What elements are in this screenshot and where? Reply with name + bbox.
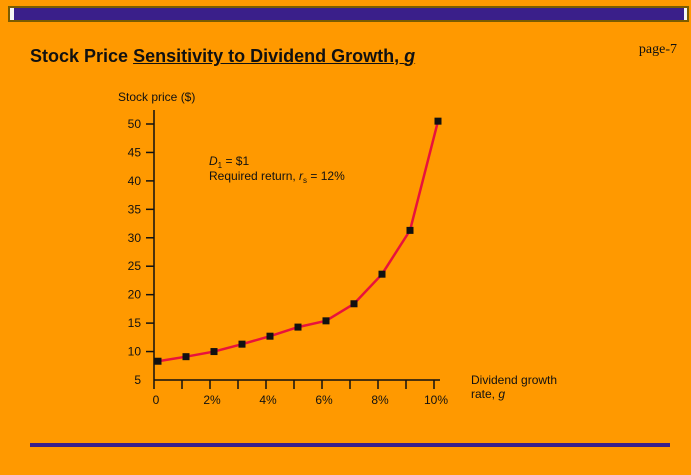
x-tick-label: 10% xyxy=(424,393,448,407)
data-point-marker xyxy=(350,300,358,308)
slide-title: Stock Price Sensitivity to Dividend Grow… xyxy=(30,46,415,67)
page-number: page-7 xyxy=(638,42,677,57)
y-tick-label: 35 xyxy=(128,202,142,216)
x-tick-label: 6% xyxy=(315,393,333,407)
data-point-marker xyxy=(406,226,414,234)
y-tick-label: 10 xyxy=(128,345,142,359)
y-tick-label: 20 xyxy=(128,288,142,302)
x-ticks: 0 2% 4% 6% 8% 10% xyxy=(153,380,448,407)
top-accent-bar xyxy=(14,8,684,20)
data-point-marker xyxy=(294,323,302,331)
bottom-accent-rule xyxy=(30,443,670,447)
title-underlined: Sensitivity to Dividend Growth, g xyxy=(133,46,415,66)
y-axis-title: Stock price ($) xyxy=(118,90,195,104)
title-prefix: Stock Price xyxy=(30,46,134,66)
x-tick-label: 0 xyxy=(153,393,160,407)
y-tick-label: 30 xyxy=(128,231,142,245)
y-tick-label: 15 xyxy=(128,316,142,330)
y-tick-label: 5 xyxy=(134,373,141,387)
data-point-marker xyxy=(154,357,162,365)
title-symbol: g xyxy=(404,46,416,66)
annotation-dividend: D1 = $1 xyxy=(209,154,249,170)
data-point-marker xyxy=(322,317,330,325)
data-point-marker xyxy=(378,270,386,278)
y-tick-label: 45 xyxy=(128,145,142,159)
data-point-marker xyxy=(182,353,190,361)
x-tick-label: 2% xyxy=(203,393,221,407)
x-axis-title-line2: rate, g xyxy=(471,387,505,401)
series-markers xyxy=(154,117,442,365)
title-underlined-text: Sensitivity to Dividend Growth, xyxy=(133,46,405,66)
data-point-marker xyxy=(210,348,218,356)
y-ticks: 5 10 15 20 25 30 35 40 45 50 xyxy=(128,117,154,387)
data-point-marker xyxy=(434,117,442,125)
data-point-marker xyxy=(238,340,246,348)
x-tick-label: 8% xyxy=(371,393,389,407)
y-tick-label: 40 xyxy=(128,174,142,188)
y-tick-label: 50 xyxy=(128,117,142,131)
y-tick-label: 25 xyxy=(128,259,142,273)
x-axis-title-line1: Dividend growth xyxy=(471,373,557,387)
annotation-required-return: Required return, rs = 12% xyxy=(209,169,345,185)
data-point-marker xyxy=(266,332,274,340)
x-tick-label: 4% xyxy=(259,393,277,407)
